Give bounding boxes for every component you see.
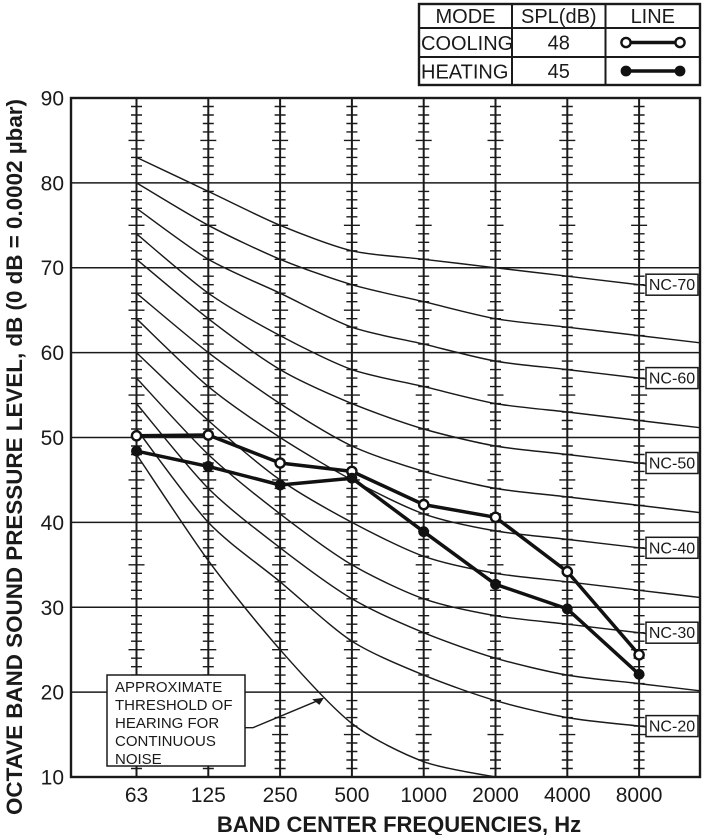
svg-text:10: 10	[41, 767, 64, 790]
svg-text:70: 70	[41, 257, 64, 280]
svg-text:125: 125	[191, 784, 226, 807]
svg-text:NC-60: NC-60	[649, 371, 695, 388]
svg-text:CONTINUOUS: CONTINUOUS	[115, 733, 216, 750]
svg-text:40: 40	[41, 512, 64, 535]
svg-text:HEATING: HEATING	[421, 62, 508, 84]
svg-text:LINE: LINE	[631, 6, 675, 28]
svg-text:250: 250	[263, 784, 298, 807]
svg-text:NOISE: NOISE	[115, 751, 162, 768]
svg-text:48: 48	[548, 33, 570, 55]
svg-text:NC-20: NC-20	[649, 719, 695, 736]
svg-text:MODE: MODE	[436, 6, 496, 28]
svg-text:45: 45	[548, 61, 570, 83]
svg-text:1000: 1000	[400, 784, 447, 807]
svg-text:90: 90	[41, 88, 64, 111]
svg-text:50: 50	[41, 427, 64, 450]
svg-text:COOLING: COOLING	[421, 33, 513, 55]
svg-text:SPL(dB): SPL(dB)	[521, 6, 597, 28]
svg-text:NC-30: NC-30	[649, 625, 695, 642]
svg-text:4000: 4000	[544, 784, 591, 807]
svg-text:30: 30	[41, 597, 64, 620]
svg-text:20: 20	[41, 682, 64, 705]
svg-text:NC-70: NC-70	[649, 277, 695, 294]
svg-text:OCTAVE BAND SOUND PRESSURE LEV: OCTAVE BAND SOUND PRESSURE LEVEL, dB (0 …	[2, 99, 27, 815]
svg-text:80: 80	[41, 172, 64, 195]
svg-text:HEARING FOR: HEARING FOR	[115, 715, 219, 732]
svg-text:8000: 8000	[616, 784, 663, 807]
svg-text:2000: 2000	[472, 784, 519, 807]
svg-text:NC-50: NC-50	[649, 456, 695, 473]
svg-text:500: 500	[334, 784, 369, 807]
svg-text:60: 60	[41, 342, 64, 365]
svg-text:BAND CENTER FREQUENCIES, Hz: BAND CENTER FREQUENCIES, Hz	[217, 812, 581, 835]
svg-text:63: 63	[125, 784, 148, 807]
svg-text:NC-40: NC-40	[649, 540, 695, 557]
svg-text:APPROXIMATE: APPROXIMATE	[115, 679, 222, 696]
svg-text:THRESHOLD OF: THRESHOLD OF	[115, 697, 233, 714]
